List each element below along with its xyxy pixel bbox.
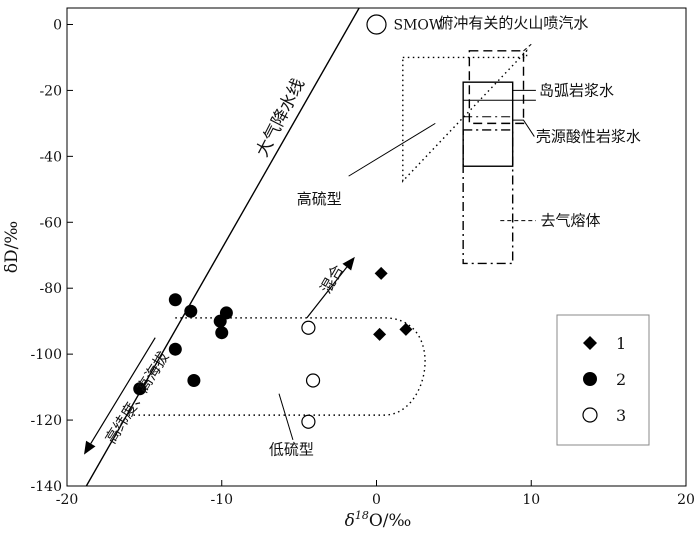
y-tick-label: 0 [53, 17, 62, 33]
legend-box [556, 314, 650, 446]
x-axis-label-sup: 18 [355, 509, 369, 522]
y-tick-label: -140 [31, 479, 62, 495]
island-arc-magmatic-label: 岛弧岩浆水 [539, 81, 614, 99]
legend-marker-1 [583, 336, 597, 350]
crustal-felsic-magmatic-label: 壳源酸性岩浆水 [536, 128, 641, 146]
latitude-arrow-head [84, 440, 96, 455]
x-axis-label-prefix: δ [345, 511, 355, 531]
meteoric-water-line [85, 8, 360, 486]
low-sulfidation-leader [278, 393, 294, 440]
y-axis-label: δD/‰ [2, 221, 22, 273]
volcanic-vapor-leader [523, 43, 532, 52]
island-arc-magmatic-field [462, 81, 514, 167]
legend-label-2: 2 [616, 370, 626, 389]
y-tick-label: -20 [39, 83, 62, 99]
degassed-melt-label: 去气熔体 [541, 212, 601, 230]
latitude-arrow-shaft [90, 337, 156, 444]
data-point-series-2 [215, 326, 229, 340]
y-tick-label: -80 [39, 281, 62, 297]
data-point-series-1 [399, 322, 413, 336]
x-tick-label: 0 [372, 492, 381, 508]
high-sulfidation-field [402, 49, 528, 183]
smow-label: SMOW [394, 17, 444, 33]
x-tick-label: 20 [677, 492, 695, 508]
data-point-series-1 [374, 266, 388, 280]
x-axis-label: δ18O/‰ [345, 509, 412, 531]
low-sulfidation-label: 低硫型 [269, 441, 314, 459]
data-point-series-3 [301, 320, 316, 335]
mixing-arrow-shaft [306, 266, 348, 319]
legend-label-1: 1 [616, 334, 626, 353]
y-tick-label: -120 [31, 413, 62, 429]
y-tick-label: -100 [31, 347, 62, 363]
data-point-series-2 [219, 306, 233, 320]
data-point-series-1 [373, 327, 387, 341]
data-point-series-2 [187, 374, 201, 388]
legend-marker-3 [582, 407, 598, 423]
low-sulfidation-field [128, 317, 426, 416]
data-point-series-2 [133, 382, 147, 396]
legend-label-3: 3 [616, 406, 626, 425]
mixing-arrow-head [342, 256, 355, 271]
y-tick-label: -60 [39, 215, 62, 231]
high-sulfidation-leader [348, 122, 436, 177]
volcanic-vapor-field [468, 50, 525, 125]
x-tick-label: 10 [522, 492, 540, 508]
degassed-melt-field [462, 129, 514, 265]
plot-area [84, 8, 536, 486]
meteoric-water-line-label: 大气降水线 [253, 75, 309, 160]
x-tick-label: -20 [56, 492, 79, 508]
legend: 1 2 3 [556, 314, 650, 446]
data-point-series-3 [305, 373, 321, 388]
smow-marker [366, 14, 387, 35]
data-point-series-2 [168, 293, 182, 307]
mixing-label: 混合 [317, 262, 348, 297]
y-tick-label: -40 [39, 149, 62, 165]
x-tick-label: -10 [210, 492, 233, 508]
volcanic-vapor-label: 俯冲有关的火山喷汽水 [438, 14, 588, 32]
data-point-series-2 [184, 304, 198, 318]
x-axis-label-suffix: O/‰ [369, 511, 411, 531]
data-point-series-2 [168, 342, 182, 356]
x-axis: -20 -10 0 10 20 [56, 480, 695, 508]
legend-marker-2 [583, 372, 597, 386]
high-sulfidation-label: 高硫型 [297, 190, 342, 208]
latitude-altitude-label: 高纬度、高海拔 [102, 348, 173, 447]
data-point-series-3 [301, 414, 316, 429]
y-axis: 0 -20 -40 -60 -80 -100 -120 -140 [31, 17, 73, 495]
crustal-felsic-leader [512, 119, 535, 137]
